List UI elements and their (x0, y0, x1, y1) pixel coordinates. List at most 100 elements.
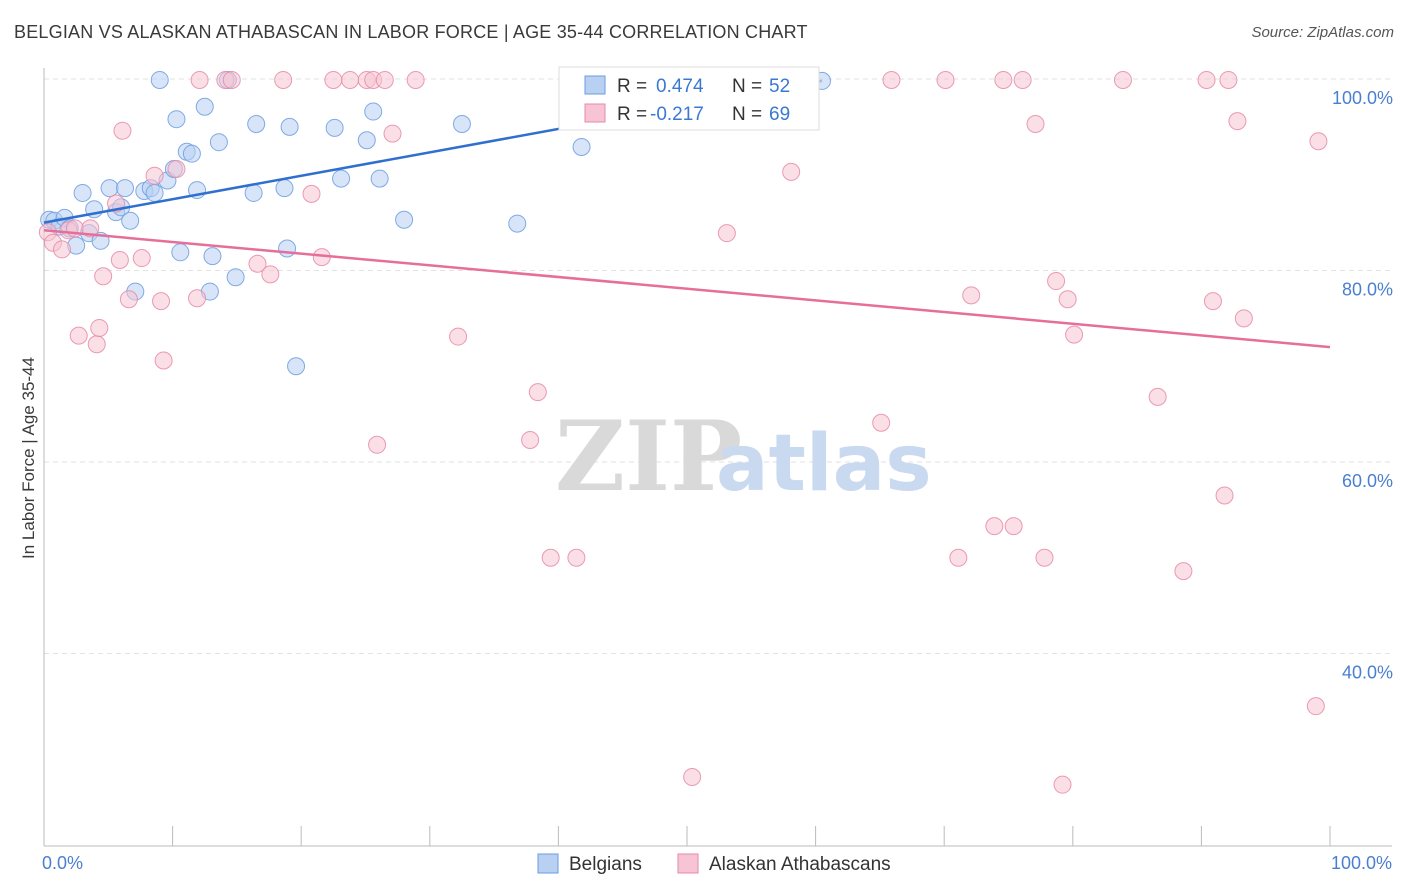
point-athabascans-61 (1174, 562, 1193, 581)
point-athabascans-11 (110, 250, 129, 269)
point-belgians-39 (325, 118, 344, 137)
point-athabascans-55 (1047, 272, 1066, 291)
correlation-legend: R = 0.474 N = 52 R = -0.217 N = 69 (558, 66, 820, 131)
point-athabascans-14 (132, 249, 151, 268)
point-athabascans-51 (1004, 517, 1023, 536)
point-athabascans-35 (406, 70, 425, 89)
point-athabascans-53 (1026, 115, 1045, 134)
point-belgians-23 (171, 243, 190, 262)
point-athabascans-36 (449, 327, 468, 346)
point-athabascans-42 (717, 224, 736, 243)
point-athabascans-62 (1197, 70, 1216, 89)
point-athabascans-22 (222, 70, 241, 89)
point-belgians-10 (100, 179, 119, 198)
data-points (38, 70, 1328, 794)
axes (43, 68, 1392, 847)
point-athabascans-13 (119, 290, 138, 309)
x-tick-label-min: 0.0% (42, 853, 83, 873)
series-legend: Belgians Alaskan Athabascans (537, 853, 891, 875)
point-athabascans-40 (567, 548, 586, 567)
point-athabascans-69 (1309, 132, 1328, 151)
point-athabascans-29 (341, 70, 360, 89)
point-athabascans-18 (167, 160, 186, 179)
y-tick-labels: 40.0% 60.0% 80.0% 100.0% (1332, 88, 1393, 683)
point-belgians-18 (145, 183, 164, 202)
point-athabascans-28 (324, 70, 343, 89)
point-belgians-30 (209, 133, 228, 152)
point-belgians-32 (226, 268, 245, 287)
point-athabascans-6 (81, 219, 100, 238)
point-belgians-34 (247, 115, 266, 134)
trend-line-belgians (43, 119, 603, 224)
point-belgians-41 (357, 131, 376, 150)
point-athabascans-46 (936, 70, 955, 89)
point-belgians-35 (275, 179, 294, 198)
point-athabascans-68 (1306, 697, 1325, 716)
point-athabascans-9 (94, 267, 113, 286)
y-axis-label: In Labor Force | Age 35-44 (19, 357, 38, 559)
point-athabascans-43 (782, 162, 801, 181)
point-athabascans-24 (261, 265, 280, 284)
point-athabascans-38 (528, 383, 547, 402)
legend-r-label-belgians: R = (617, 76, 647, 97)
point-athabascans-23 (248, 254, 267, 273)
legend-r-label-athabascans: R = (617, 104, 647, 125)
series-legend-label-athabascans: Alaskan Athabascans (709, 854, 891, 875)
point-athabascans-63 (1203, 292, 1222, 311)
point-belgians-43 (370, 169, 389, 188)
point-athabascans-25 (274, 70, 293, 89)
point-belgians-46 (508, 214, 527, 233)
point-belgians-40 (332, 169, 351, 188)
point-athabascans-5 (69, 326, 88, 345)
point-athabascans-52 (1013, 70, 1032, 89)
point-athabascans-60 (1148, 387, 1167, 406)
legend-n-value-belgians: 52 (769, 76, 790, 97)
point-athabascans-54 (1035, 548, 1054, 567)
point-belgians-22 (167, 110, 186, 129)
y-tick-label-2: 80.0% (1342, 280, 1393, 300)
point-belgians-42 (364, 102, 383, 121)
point-athabascans-8 (90, 318, 109, 337)
point-athabascans-45 (882, 70, 901, 89)
point-athabascans-39 (541, 548, 560, 567)
point-athabascans-67 (1234, 309, 1253, 328)
legend-r-value-athabascans: -0.217 (650, 104, 704, 125)
point-athabascans-49 (985, 517, 1004, 536)
point-athabascans-33 (375, 70, 394, 89)
y-tick-label-3: 100.0% (1332, 88, 1393, 108)
point-belgians-38 (287, 357, 306, 376)
point-belgians-14 (121, 211, 140, 230)
point-belgians-6 (73, 183, 92, 202)
point-belgians-25 (182, 144, 201, 163)
point-athabascans-19 (188, 289, 207, 308)
point-athabascans-12 (113, 121, 132, 140)
point-belgians-45 (452, 115, 471, 134)
point-athabascans-37 (521, 430, 540, 449)
point-belgians-47 (572, 137, 591, 156)
point-belgians-19 (150, 70, 169, 89)
series-legend-swatch-athabascans (677, 853, 699, 874)
y-tick-label-0: 40.0% (1342, 663, 1393, 683)
trend-line-athabascans (43, 229, 1331, 349)
point-athabascans-7 (87, 335, 106, 354)
point-belgians-29 (203, 247, 222, 266)
point-athabascans-20 (190, 70, 209, 89)
point-athabascans-57 (1058, 290, 1077, 309)
point-athabascans-32 (368, 435, 387, 454)
point-belgians-44 (395, 210, 414, 229)
legend-n-label-athabascans: N = (732, 104, 762, 125)
point-belgians-13 (116, 179, 135, 198)
chart-title: BELGIAN VS ALASKAN ATHABASCAN IN LABOR F… (14, 22, 808, 42)
point-athabascans-48 (962, 286, 981, 305)
legend-r-value-belgians: 0.474 (656, 76, 704, 97)
point-belgians-36 (278, 239, 297, 258)
point-athabascans-59 (1113, 70, 1132, 89)
point-athabascans-66 (1228, 112, 1247, 131)
source-label: Source: ZipAtlas.com (1251, 24, 1394, 41)
point-athabascans-47 (949, 548, 968, 567)
x-tick-label-max: 100.0% (1331, 853, 1392, 873)
series-legend-label-belgians: Belgians (569, 854, 642, 875)
point-belgians-33 (244, 183, 263, 202)
point-athabascans-56 (1053, 775, 1072, 794)
